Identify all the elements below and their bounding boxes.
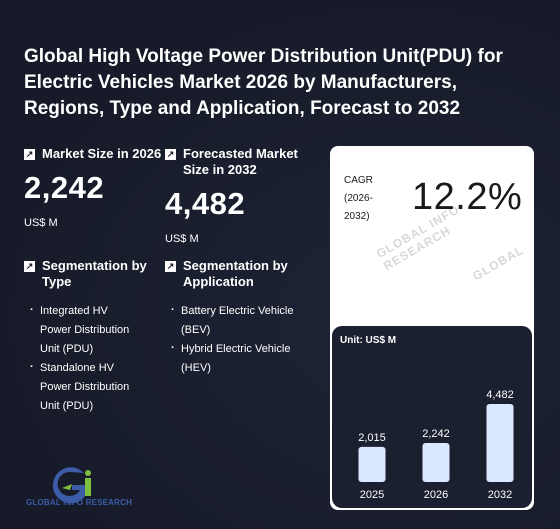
arrow-icon: ↗ (24, 149, 35, 160)
chart-unit-label: Unit: US$ M (340, 335, 397, 346)
market-size-value: 2,242 (24, 170, 105, 205)
list-item: Hybrid Electric Vehicle (HEV) (171, 339, 301, 378)
x-tick-label: 2026 (424, 489, 448, 501)
bar-2032 (486, 404, 514, 482)
logo-icon (52, 467, 91, 504)
segmentation-by-type: ↗ Segmentation by Type Integrated HV Pow… (24, 258, 162, 416)
cagr-card: GLOBAL INFO RESEARCH GLOBAL CAGR (2026-2… (330, 146, 534, 510)
bar-value-label: 2,242 (422, 428, 450, 440)
market-size-label: Market Size in 2026 (42, 146, 162, 161)
bar-2025 (358, 446, 386, 482)
segmentation-application-label: Segmentation by Application (183, 258, 288, 289)
forecast-size-stat: ↗ Forecasted Market Size in 2032 4,482 U… (165, 146, 323, 245)
list-item: Battery Electric Vehicle (BEV) (171, 301, 301, 340)
market-size-unit: US$ M (24, 217, 58, 229)
segmentation-type-label: Segmentation by Type (42, 258, 147, 289)
forecast-size-label: Forecasted Market Size in 2032 (183, 146, 298, 177)
bar-chart: 2,015 2025 2,242 2026 4,482 2032 (358, 389, 514, 501)
arrow-icon: ↗ (165, 261, 176, 272)
page-title: Global High Voltage Power Distribution U… (24, 46, 503, 119)
watermark-text: GLOBAL (470, 242, 527, 284)
bar-2026 (422, 442, 450, 482)
application-list: Battery Electric Vehicle (BEV) Hybrid El… (171, 301, 303, 378)
arrow-icon: ↗ (165, 149, 176, 160)
cagr-value: 12.2% (412, 176, 523, 218)
bar-value-label: 2,015 (358, 432, 386, 444)
cagr-label: CAGR (2026-2032) (344, 175, 373, 222)
segmentation-by-application: ↗ Segmentation by Application Battery El… (165, 258, 303, 378)
list-item: Integrated HV Power Distribution Unit (P… (30, 301, 130, 359)
x-tick-label: 2025 (360, 489, 384, 501)
market-size-stat: ↗ Market Size in 2026 2,242 US$ M (24, 146, 172, 229)
type-list: Integrated HV Power Distribution Unit (P… (30, 301, 162, 416)
logo-text: GLOBAL INFO RESEARCH (26, 498, 133, 507)
arrow-icon: ↗ (24, 261, 35, 272)
forecast-size-unit: US$ M (165, 233, 199, 245)
bar-value-label: 4,482 (486, 389, 514, 401)
list-item: Standalone HV Power Distribution Unit (P… (30, 358, 130, 416)
forecast-size-value: 4,482 (165, 186, 246, 221)
x-tick-label: 2032 (488, 489, 512, 501)
chart-panel: Unit: US$ M 2,015 2025 2,242 2026 4,482 2032 (332, 326, 532, 508)
